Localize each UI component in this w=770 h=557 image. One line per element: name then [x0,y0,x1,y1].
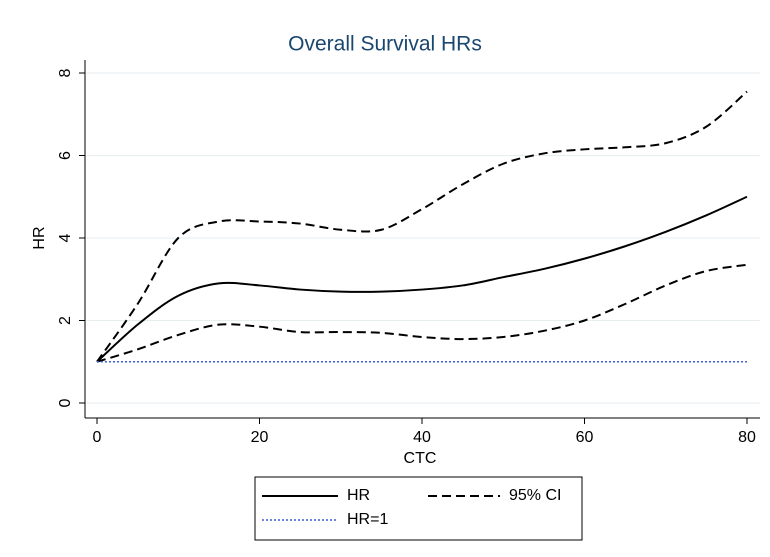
x-tick-label: 0 [93,429,102,446]
x-tick-label: 80 [738,429,756,446]
y-tick-label: 0 [57,398,74,407]
line [96,195,748,363]
y-tick-label: 2 [57,316,74,325]
y-tick-label: 4 [57,233,74,242]
x-tick-label: 60 [576,429,594,446]
legend-label: 95% CI [509,487,561,504]
legend [254,476,583,541]
x-axis-label: CTC [404,450,437,467]
y-tick-label: 8 [57,68,74,77]
legend-label: HR=1 [347,511,388,528]
y-axis-label: HR [31,226,48,249]
y-tick-label: 6 [57,151,74,160]
line [96,90,748,363]
x-tick-label: 20 [251,429,269,446]
x-tick-label: 40 [413,429,431,446]
legend-label: HR [347,487,370,504]
line [96,263,748,363]
chart-title: Overall Survival HRs [288,33,482,56]
